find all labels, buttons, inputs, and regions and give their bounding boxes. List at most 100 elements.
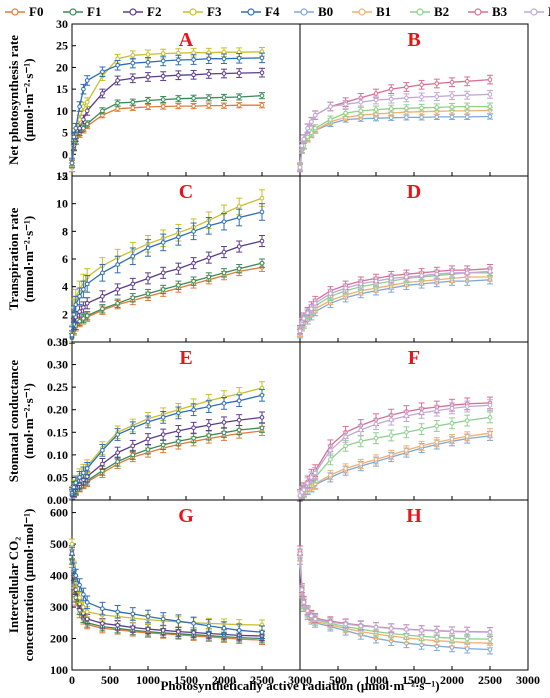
legend-swatch-marker [474, 8, 482, 16]
data-point [487, 402, 493, 408]
y-axis-label: Transpiration rate [6, 207, 21, 310]
y-tick-label: 0.35 [47, 335, 68, 349]
data-point [130, 253, 136, 259]
data-point [419, 426, 424, 432]
data-point [464, 270, 470, 276]
data-point [115, 622, 120, 628]
legend-entry-f4: F4 [241, 4, 280, 19]
series-line [71, 266, 263, 339]
data-point [130, 452, 136, 458]
legend-label: B0 [318, 4, 333, 19]
y-tick-label: 25 [56, 39, 68, 53]
series-b4 [297, 89, 493, 172]
y-tick-label: 4 [62, 280, 68, 294]
data-point [236, 244, 242, 249]
panel-e: 0.00 0.05 0.10 0.15 0.20 0.25 0.30 0.35 Stomatal… [6, 335, 301, 507]
data-point [100, 621, 105, 626]
data-point [145, 291, 151, 296]
data-point [434, 408, 440, 413]
data-point [328, 457, 333, 462]
data-point [259, 195, 265, 201]
data-point [404, 413, 409, 419]
data-point [404, 448, 409, 453]
data-point [449, 436, 455, 442]
x-tick-label: 2500 [478, 673, 502, 687]
data-point [160, 73, 166, 79]
data-point [130, 611, 136, 617]
y-tick-label: 400 [50, 569, 68, 583]
legend-entry-f0: F0 [5, 4, 43, 19]
legend-label: F0 [29, 4, 43, 19]
data-point [69, 541, 75, 547]
panel-f: F [297, 341, 529, 502]
data-point [160, 240, 166, 245]
data-point [221, 401, 227, 406]
series-line [71, 544, 263, 626]
data-point [259, 415, 265, 420]
data-point [100, 69, 105, 75]
data-point [434, 271, 440, 277]
data-point [259, 209, 265, 215]
series-f3 [69, 46, 265, 173]
data-point [299, 587, 305, 593]
x-tick-label: 2000 [212, 673, 236, 687]
data-point [84, 609, 90, 615]
legend: F0 F1 F2 F3 F4 B0 B1 B2 B3 B4 [5, 4, 550, 19]
data-point [115, 609, 120, 615]
data-point [130, 99, 136, 105]
data-point [100, 306, 105, 312]
series-b2 [297, 102, 493, 172]
data-point [145, 436, 151, 442]
data-point [73, 125, 79, 131]
data-point [404, 627, 409, 632]
y-tick-label: 500 [50, 537, 68, 551]
data-point [145, 276, 151, 281]
series-f1 [69, 92, 265, 167]
data-point [221, 95, 227, 100]
data-point [449, 635, 455, 641]
legend-label: B3 [492, 4, 508, 19]
data-point [221, 420, 227, 425]
data-point [434, 105, 440, 110]
y-axis-label: Net photosynthesis rate [6, 35, 21, 165]
series-f0 [69, 425, 265, 501]
data-point [160, 628, 166, 633]
data-point [77, 595, 82, 600]
data-point [259, 425, 265, 431]
data-point [299, 143, 305, 148]
data-point [309, 119, 314, 125]
data-point [328, 448, 333, 453]
series-line [299, 279, 491, 334]
series-f4 [69, 546, 265, 640]
legend-swatch-marker [300, 8, 308, 16]
legend-entry-b4: B4 [524, 4, 550, 19]
series-f3 [69, 538, 265, 631]
data-point [221, 56, 227, 62]
y-axis-label: Stomatal conductance [6, 360, 21, 483]
legend-swatch-marker [129, 8, 137, 16]
data-point [160, 415, 166, 420]
series-f3 [69, 381, 265, 501]
data-point [301, 600, 307, 605]
data-point [206, 255, 212, 260]
data-point [236, 427, 242, 433]
data-point [358, 99, 364, 105]
panel-letter: E [179, 347, 192, 369]
data-point [145, 614, 151, 619]
data-point [84, 78, 90, 83]
data-point [206, 95, 212, 101]
series-f2 [69, 545, 265, 642]
data-point [77, 582, 82, 588]
panel-letter: D [407, 181, 421, 203]
panel-letter: A [179, 29, 194, 51]
data-point [206, 433, 212, 438]
data-point [145, 447, 151, 452]
data-point [191, 278, 196, 284]
data-point [130, 295, 136, 301]
data-point [358, 623, 364, 629]
data-point [130, 425, 136, 431]
series-b4 [297, 266, 493, 336]
series-f3 [69, 189, 265, 343]
data-point [160, 432, 166, 437]
x-tick-label: 3000 [288, 673, 312, 687]
